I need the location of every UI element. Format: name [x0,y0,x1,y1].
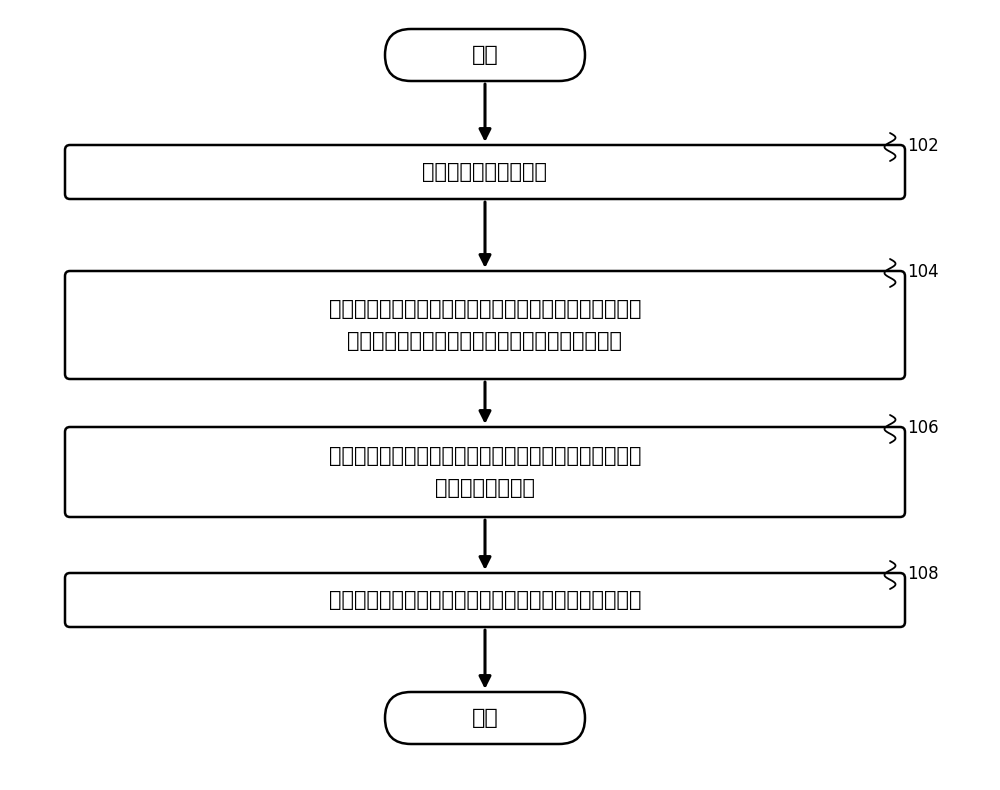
Text: 102: 102 [907,137,939,155]
FancyBboxPatch shape [65,573,905,627]
Text: 104: 104 [907,263,939,281]
FancyBboxPatch shape [385,29,585,81]
Text: 开始: 开始 [472,45,498,65]
Text: 106: 106 [907,419,939,437]
FancyBboxPatch shape [65,427,905,517]
FancyBboxPatch shape [65,145,905,199]
FancyBboxPatch shape [65,271,905,379]
Text: 108: 108 [907,565,939,583]
Text: 获取低分辨率人脸图片: 获取低分辨率人脸图片 [422,162,548,182]
Text: 结束: 结束 [472,708,498,728]
Text: 根据所述低分辨率人脸图片的光照分布和细节分布，调整
训练集中的每幅训练集图片的光照分布和细节分布: 根据所述低分辨率人脸图片的光照分布和细节分布，调整 训练集中的每幅训练集图片的光… [329,299,641,351]
Text: 将所述高分辨率图像块进行合并，得到高分辨率人脸图片: 将所述高分辨率图像块进行合并，得到高分辨率人脸图片 [329,590,641,610]
FancyBboxPatch shape [385,692,585,744]
Text: 根据调整后的所述每幅训练集图片，通过邻域嵌入方法建
立高分辨率图像块: 根据调整后的所述每幅训练集图片，通过邻域嵌入方法建 立高分辨率图像块 [329,446,641,498]
